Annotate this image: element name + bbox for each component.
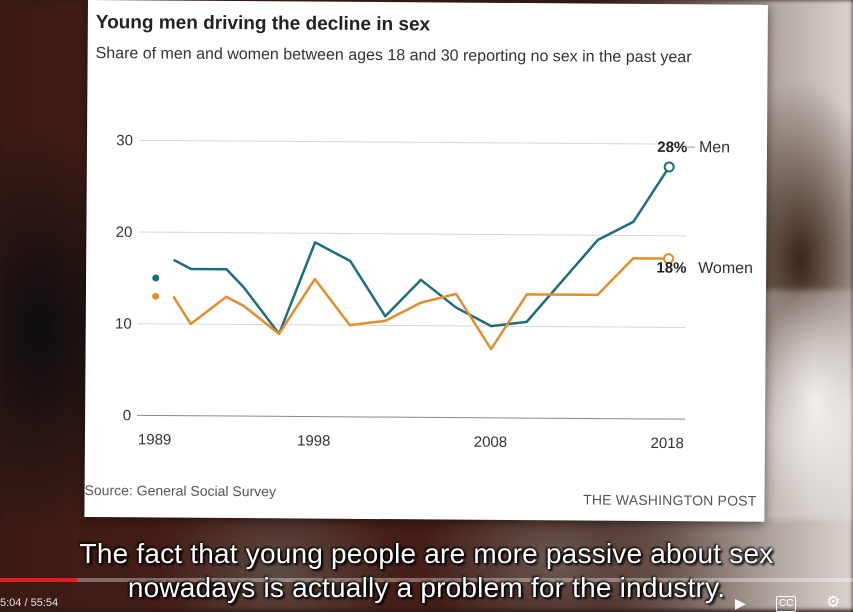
source-note: Source: General Social Survey (85, 482, 277, 499)
gridline (138, 324, 686, 328)
play-icon[interactable]: ▶ (735, 596, 746, 610)
series-start-point (152, 293, 159, 300)
end-value-label: 18% (656, 260, 686, 277)
series-line-men (173, 164, 669, 337)
x-tick-label: 2018 (650, 435, 683, 452)
y-tick-label: 20 (116, 224, 133, 241)
x-tick-label: 2008 (474, 434, 507, 451)
series-start-point (152, 274, 159, 281)
gridline (137, 415, 685, 419)
series-line-women (173, 255, 669, 350)
series-name-label: Women (698, 260, 753, 277)
series-name-label: Men (699, 139, 730, 156)
end-value-label: 28% (657, 139, 687, 156)
gridline (139, 140, 687, 144)
player-controls: 5:04 / 55:54 ▶ CC ⚙ (0, 595, 853, 610)
chart-card: Young men driving the decline in sex Sha… (84, 0, 768, 522)
series-end-point (665, 162, 674, 171)
gridline (138, 232, 686, 236)
subtitle-line-1: The fact that young people are more pass… (0, 538, 853, 570)
x-tick-label: 1998 (297, 432, 330, 449)
x-tick-label: 1989 (138, 431, 171, 448)
gear-icon[interactable]: ⚙ (826, 596, 840, 610)
time-display: 5:04 / 55:54 (0, 597, 58, 609)
line-chart: 0 10 20 30 1989 1998 2008 2018 28% Men 18% Women (84, 0, 768, 522)
y-tick-label: 10 (115, 316, 132, 333)
y-tick-label: 30 (116, 132, 133, 149)
blurred-hand (760, 290, 853, 520)
y-tick-label: 0 (123, 407, 131, 424)
publisher-credit: THE WASHINGTON POST (583, 491, 756, 508)
